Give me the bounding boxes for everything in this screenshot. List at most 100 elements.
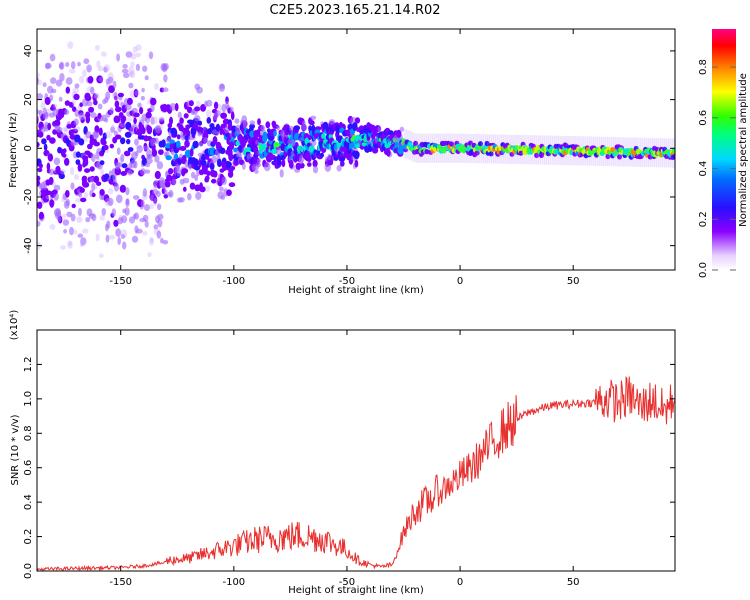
spectrogram-cell (386, 148, 391, 157)
spectrogram-cell (41, 138, 47, 145)
spectrogram-cell (153, 195, 158, 204)
spectrogram-cell (42, 82, 47, 88)
spectrogram-cell (189, 182, 196, 190)
spectrogram-cell (107, 76, 114, 84)
spectrogram-cell (190, 171, 196, 179)
spectrogram-cell (53, 192, 59, 201)
spectrogram-cell (199, 186, 206, 193)
spectrogram-cell (74, 83, 80, 89)
spectrogram-cell (176, 169, 182, 177)
spectrogram-cell (137, 102, 142, 108)
spectrogram-cell (64, 100, 71, 106)
spectrogram-cell (120, 234, 126, 239)
spectrogram-cell (307, 162, 312, 167)
spectrogram-cell (99, 189, 105, 196)
spectrogram-cell (90, 153, 96, 163)
spectrogram-cell (474, 150, 480, 156)
spectrogram-cell (58, 173, 65, 180)
spectrogram-xlabel: Height of straight line (km) (288, 285, 424, 296)
spectrogram-cell (98, 253, 104, 258)
spectrogram-cell (225, 161, 232, 169)
spectrogram-cell (156, 203, 162, 211)
spectrogram-cell (176, 134, 181, 140)
spectrogram-cell (126, 97, 133, 105)
spectrogram-cell (183, 186, 187, 192)
spectrogram-cell (340, 160, 345, 167)
spectrogram-cell (176, 140, 181, 148)
spectrogram-halo (419, 133, 423, 163)
spectrogram-cell (72, 128, 79, 134)
spectrogram-cell (179, 146, 187, 151)
spectrogram-cell (154, 155, 160, 163)
spectrogram-cell (354, 117, 361, 124)
spectrogram-cell (245, 147, 252, 153)
spectrogram-cell (74, 174, 79, 181)
spectrogram-ytick-label: 20 (23, 93, 34, 106)
spectrogram-cell (174, 103, 179, 112)
spectrogram-cell (105, 91, 111, 101)
spectrogram-cell (140, 199, 145, 208)
spectrogram-cell (78, 138, 85, 146)
spectrogram-cell (134, 90, 140, 96)
spectrogram-cell (156, 161, 164, 170)
snr-plot-area (37, 330, 675, 571)
spectrogram-cell (321, 133, 326, 139)
spectrogram-cell (58, 113, 63, 120)
spectrogram-cell (63, 229, 67, 234)
snr-xtick-label: -50 (339, 577, 355, 588)
spectrogram-cell (126, 138, 131, 145)
spectrogram-cell (194, 106, 201, 112)
spectrogram-cell (107, 77, 114, 85)
spectrogram-cell (40, 101, 46, 110)
spectrogram-cell (82, 228, 89, 234)
spectrogram-cell (121, 163, 128, 169)
spectrogram-cell (116, 147, 121, 155)
spectrogram-cell (63, 157, 70, 166)
spectrogram-cell (150, 103, 155, 113)
spectrogram-cell (112, 80, 117, 88)
spectrogram-cell (128, 216, 136, 224)
spectrogram-cell (100, 169, 105, 176)
spectrogram-cell (90, 112, 97, 118)
spectrogram-cell (136, 145, 143, 154)
spectrogram-cell (147, 154, 154, 159)
spectrogram-cell (65, 190, 70, 198)
spectrogram-cell (399, 126, 405, 132)
spectrogram-cell (328, 119, 335, 125)
spectrogram-cell (396, 129, 402, 138)
spectrogram-cell (111, 208, 117, 217)
spectrogram-cell (85, 217, 91, 223)
spectrogram-cell (43, 184, 47, 191)
spectrogram-cell (75, 151, 81, 158)
spectrogram-cell (97, 65, 104, 72)
spectrogram-cell (115, 134, 122, 140)
colorbar-tick-label: 0.2 (698, 211, 709, 227)
spectrogram-cell (92, 130, 99, 140)
spectrogram-cell (206, 170, 211, 177)
spectrogram-cell (120, 171, 127, 176)
snr-xtick-label: -150 (109, 577, 132, 588)
spectrogram-cell (91, 213, 97, 222)
spectrogram-cell (149, 237, 154, 243)
spectrogram-cell (121, 68, 129, 74)
spectrogram-cell (116, 162, 123, 168)
spectrogram-cell (90, 86, 95, 95)
spectrogram-cell (254, 169, 259, 174)
spectrogram-cell (353, 151, 360, 158)
spectrogram-xtick-label: -50 (339, 276, 355, 287)
spectrogram-cell (133, 160, 138, 169)
spectrogram-cell (135, 228, 143, 234)
spectrogram-cell (605, 153, 611, 160)
spectrogram-cell (338, 156, 346, 162)
spectrogram-cell (77, 61, 81, 67)
spectrogram-cell (260, 124, 266, 132)
spectrogram-cell (70, 166, 75, 176)
spectrogram-cell (62, 219, 70, 226)
spectrogram-cell (98, 127, 103, 136)
snr-ytick-label: 0.4 (23, 494, 34, 510)
spectrogram-cell (255, 162, 261, 168)
spectrogram-cell (213, 101, 219, 110)
spectrogram-cell (95, 233, 100, 242)
spectrogram-cell (88, 106, 95, 113)
spectrogram-cell (219, 147, 226, 154)
